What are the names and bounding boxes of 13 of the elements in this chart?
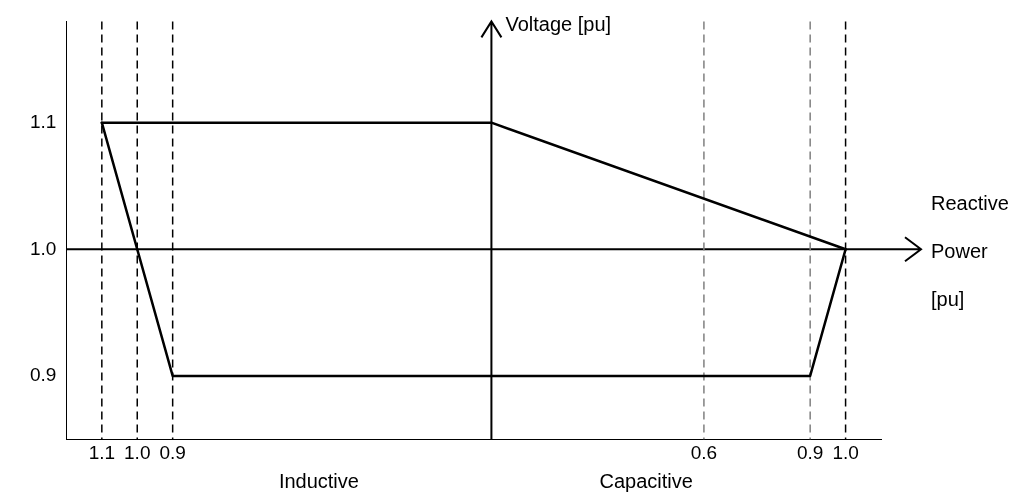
x-tick-label: 0.9 [159,441,186,463]
x-tick-label: 0.6 [690,441,718,463]
y-tick-label: 1.1 [29,110,57,132]
y-tick-label: 1.0 [29,237,57,259]
x-tick-label: 0.9 [796,441,824,463]
y-axis-title: Voltage [pu] [505,12,612,35]
text: Capacitive [599,469,693,492]
text: Inductive [278,469,359,492]
x-tick-label: 1.0 [124,441,151,463]
x-tick-label: 1.1 [88,441,116,463]
text: Reactive Power [pu] [931,191,1009,310]
y-tick-label: 0.9 [29,364,57,386]
x-tick-label: 1.0 [832,441,859,463]
